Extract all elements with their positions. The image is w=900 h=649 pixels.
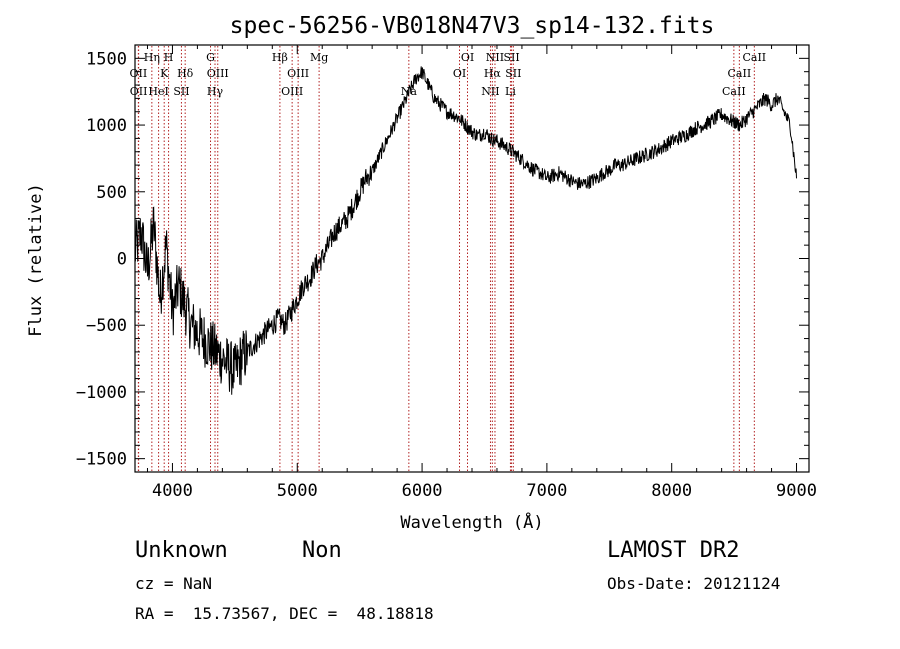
y-tick-label: 1000 — [86, 116, 127, 136]
spectral-line-label: SII — [173, 85, 189, 98]
y-axis: −1500 −1000 −500 0 500 1000 1500 — [76, 49, 809, 470]
x-axis-label: Wavelength (Å) — [400, 511, 543, 533]
spectral-line-labels: OIIOIIHηHeIKHSIIHδGOIIIHγHβOIIIOIIIMgNaO… — [130, 51, 767, 98]
x-tick-label: 8000 — [651, 481, 692, 501]
plot-frame — [134, 44, 810, 473]
object-subclass: Non — [302, 538, 342, 563]
x-axis: 4000 5000 6000 7000 8000 9000 — [146, 45, 817, 501]
x-tick-label: 9000 — [776, 481, 817, 501]
spectral-line-label: Hγ — [207, 85, 224, 98]
y-tick-label: −1000 — [76, 383, 127, 403]
spectral-line-label: CaII — [722, 85, 746, 98]
chart-title: spec-56256-VB018N47V3_sp14-132.fits — [230, 13, 715, 39]
spectral-line-label: HeI — [148, 85, 168, 98]
spectral-line-label: Hη — [144, 51, 160, 64]
x-tick-label: 6000 — [402, 481, 443, 501]
spectral-line-label: Hβ — [272, 51, 288, 64]
spectral-line-label: Hδ — [177, 67, 194, 80]
object-class: Unknown — [135, 538, 228, 563]
y-tick-label: −1500 — [76, 450, 127, 470]
spectral-line-label: SII — [505, 67, 521, 80]
spectral-line-label: Na — [401, 85, 418, 98]
x-tick-label: 4000 — [152, 481, 193, 501]
y-tick-label: −500 — [86, 316, 127, 336]
spectral-line-label: NII — [486, 51, 504, 64]
spectral-line-label: CaII — [742, 51, 766, 64]
spectral-line-label: OI — [453, 67, 466, 80]
spectral-line-label: CaII — [728, 67, 752, 80]
x-tick-label: 7000 — [526, 481, 567, 501]
spectral-line-label: SII — [503, 51, 519, 64]
x-tick-label: 5000 — [277, 481, 318, 501]
spectrum-line — [134, 66, 797, 395]
spectral-line-label: G — [206, 51, 215, 64]
survey-name: LAMOST DR2 — [607, 538, 740, 563]
y-tick-label: 0 — [117, 250, 127, 270]
spectral-line-markers — [137, 46, 755, 471]
spectral-line-label: K — [160, 67, 169, 80]
coordinates: RA = 15.73567, DEC = 48.18818 — [135, 604, 434, 623]
spectral-line-label: Li — [505, 85, 516, 98]
y-tick-label: 1500 — [86, 49, 127, 69]
spectral-line-label: Mg — [310, 51, 328, 64]
spectral-line-label: NII — [481, 85, 499, 98]
obs-date: Obs-Date: 20121124 — [607, 574, 781, 593]
spectral-line-label: OII — [130, 85, 148, 98]
spectral-line-label: OIII — [281, 85, 303, 98]
y-axis-label: Flux (relative) — [26, 183, 46, 337]
y-tick-label: 500 — [96, 183, 127, 203]
spectral-line-label: OIII — [287, 67, 309, 80]
spectral-line-label: OI — [461, 51, 474, 64]
spectral-line-label: Hα — [484, 67, 502, 80]
redshift-cz: cz = NaN — [135, 574, 213, 593]
spectral-line-label: OII — [130, 67, 148, 80]
plot-area: OIIOIIHηHeIKHSIIHδGOIIIHγHβOIIIOIIIMgNaO… — [130, 44, 810, 473]
spectral-line-label: OIII — [207, 67, 229, 80]
spectral-line-label: H — [164, 51, 174, 64]
